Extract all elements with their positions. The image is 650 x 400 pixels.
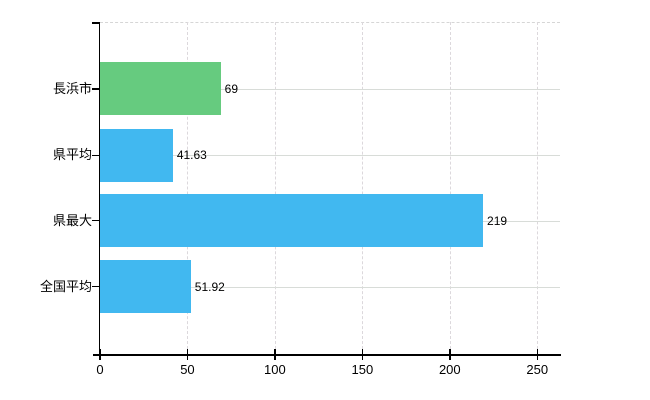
bar-value-label: 219 xyxy=(487,213,508,228)
category-label-県平均: 県平均 xyxy=(52,147,92,163)
y-axis-line xyxy=(98,22,100,354)
vertical-gridline xyxy=(274,22,276,354)
horizontal-gridline xyxy=(100,286,560,288)
y-tick xyxy=(92,285,100,288)
y-tick xyxy=(92,219,100,222)
x-tick-label: 150 xyxy=(351,362,374,377)
horizontal-gridline xyxy=(100,155,560,157)
x-tick-label: 0 xyxy=(96,362,104,377)
bar-value-label: 51.92 xyxy=(194,279,225,294)
x-tick xyxy=(274,349,276,360)
bar-長浜市[interactable] xyxy=(100,62,221,116)
bar-県平均[interactable] xyxy=(100,128,173,182)
horizontal-gridline xyxy=(100,88,560,90)
vertical-gridline xyxy=(449,22,451,354)
x-tick-label: 250 xyxy=(526,362,549,377)
x-tick xyxy=(99,349,101,360)
plot-top-border xyxy=(100,22,560,23)
category-label-長浜市: 長浜市 xyxy=(52,80,92,96)
category-label-県最大: 県最大 xyxy=(52,212,92,228)
bar-value-label: 41.63 xyxy=(176,148,207,163)
x-tick xyxy=(536,349,538,360)
vertical-gridline xyxy=(537,22,539,354)
y-axis-end-tick xyxy=(92,22,100,24)
x-tick-label: 200 xyxy=(438,362,461,377)
plot-area: 69 41.63 219 51.92 xyxy=(100,22,560,354)
vertical-gridline xyxy=(362,22,364,354)
bar-全国平均[interactable] xyxy=(100,260,191,313)
x-tick xyxy=(186,349,189,360)
x-tick xyxy=(361,349,364,360)
x-axis-line xyxy=(93,354,561,356)
y-tick xyxy=(92,88,100,90)
bar-県最大[interactable] xyxy=(100,194,484,247)
x-tick-label: 100 xyxy=(264,362,286,377)
category-label-全国平均: 全国平均 xyxy=(39,278,92,294)
y-tick xyxy=(92,154,100,157)
x-tick-label: 50 xyxy=(180,362,195,377)
bar-value-label: 69 xyxy=(224,81,239,96)
x-tick xyxy=(449,349,451,360)
vertical-gridline xyxy=(187,22,189,354)
